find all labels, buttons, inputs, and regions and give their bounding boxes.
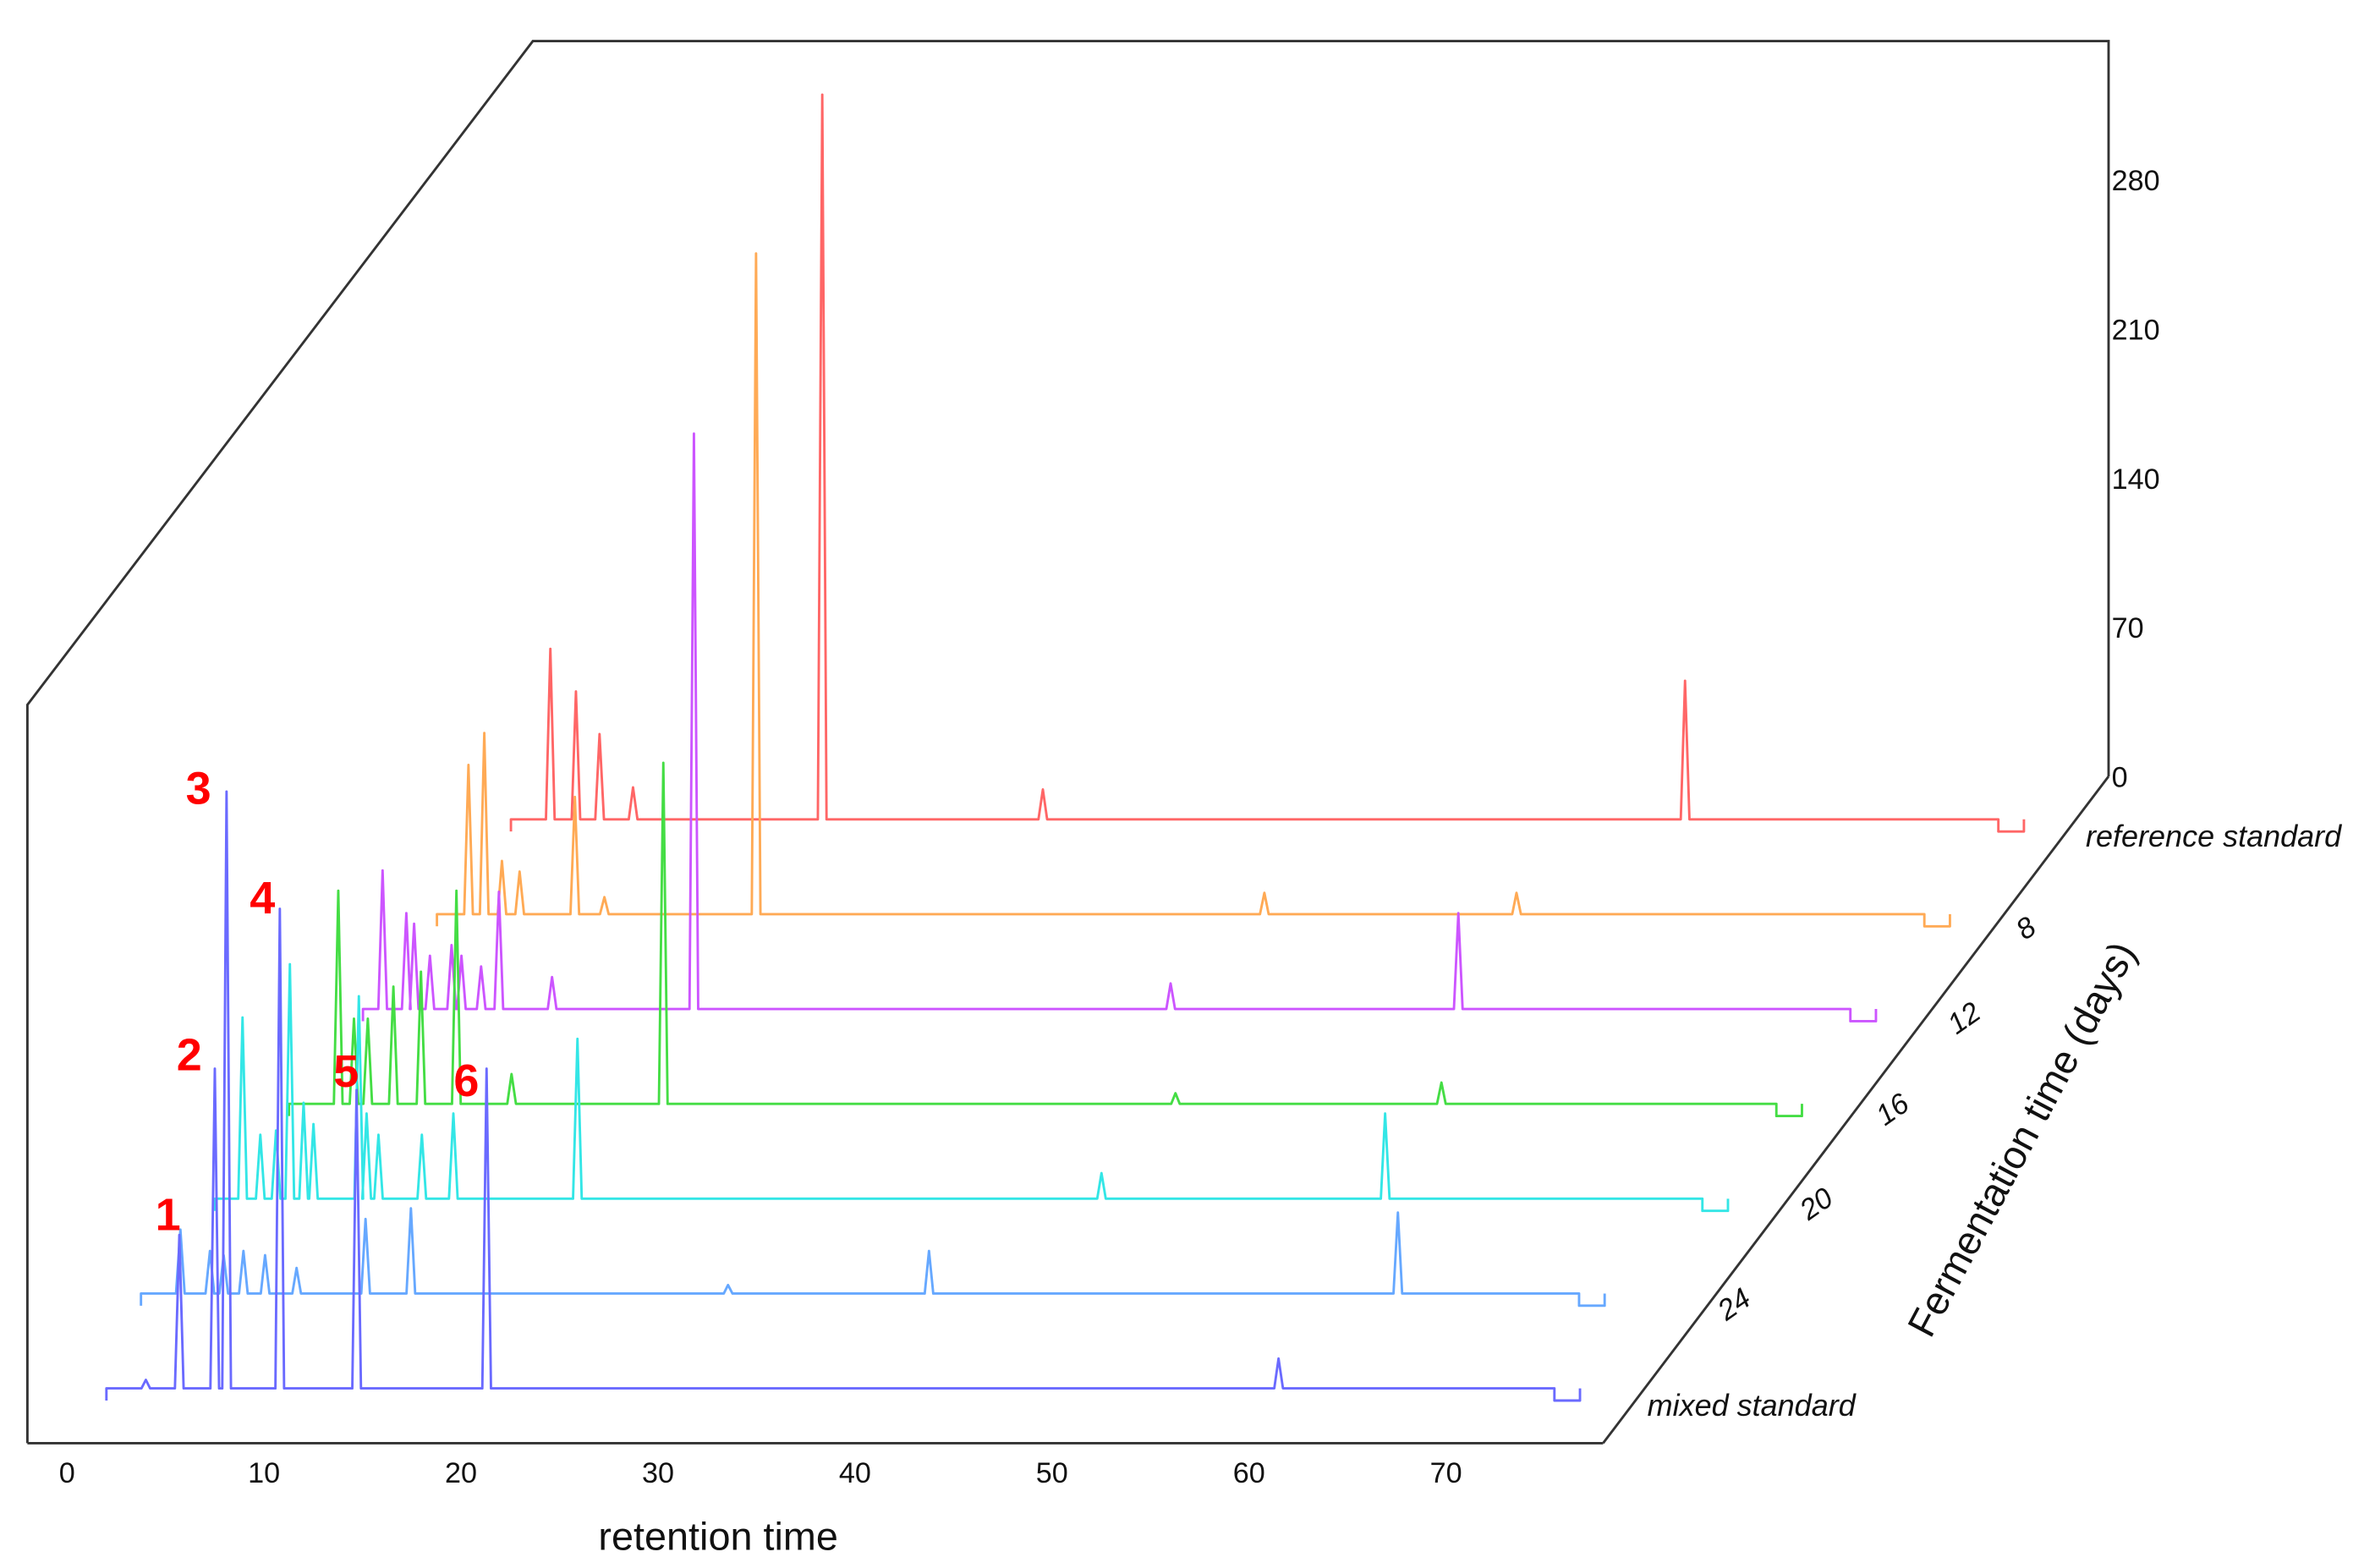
peak-label-4: 4	[250, 873, 275, 924]
y-tick-label: 70	[2112, 612, 2144, 644]
axis-frame	[25, 40, 2110, 1445]
x-tick-label: 20	[445, 1457, 477, 1489]
x-axis-title: retention time	[598, 1514, 838, 1558]
trace-reference-standard	[509, 93, 2026, 833]
depth-tick-label: 16	[1870, 1087, 1916, 1132]
trace-16	[288, 761, 1803, 1118]
y-tick-label: 140	[2112, 463, 2160, 496]
depth-tick-label: 20	[1793, 1181, 1839, 1227]
peak-labels: 1 2 3 4 5 6	[156, 763, 480, 1240]
x-tick-label: 60	[1233, 1457, 1265, 1489]
depth-tick-label: 8	[2010, 911, 2042, 946]
x-axis-ticks: 0 10 20 30 40 50 60 70	[59, 1457, 1462, 1489]
chromatogram-traces	[105, 93, 2026, 1402]
peak-label-5: 5	[333, 1046, 359, 1097]
peak-label-3: 3	[186, 763, 211, 814]
series-label-mixed: mixed standard	[1648, 1388, 1857, 1423]
y-tick-label: 0	[2112, 762, 2128, 794]
trace-12	[361, 432, 1878, 1022]
trace-8	[436, 252, 1951, 928]
peak-label-6: 6	[453, 1055, 479, 1106]
series-label-reference: reference standard	[2086, 819, 2342, 853]
x-tick-label: 0	[59, 1457, 75, 1489]
x-tick-label: 70	[1430, 1457, 1462, 1489]
depth-tick-label: 12	[1942, 996, 1987, 1041]
peak-label-1: 1	[156, 1189, 181, 1240]
trace-mixed-standard	[105, 790, 1582, 1402]
depth-axis-title: Fermentation time (days)	[1899, 935, 2144, 1344]
x-tick-label: 50	[1036, 1457, 1068, 1489]
y-tick-label: 280	[2112, 165, 2160, 197]
depth-axis-ticks: 8 12 16 20 24	[1711, 911, 2042, 1328]
x-tick-label: 30	[642, 1457, 674, 1489]
y-axis-ticks: 0 70 140 210 280	[2112, 165, 2160, 794]
depth-tick-label: 24	[1711, 1282, 1757, 1328]
x-tick-label: 10	[248, 1457, 280, 1489]
y-tick-label: 210	[2112, 314, 2160, 346]
trace-20	[213, 962, 1730, 1213]
peak-label-2: 2	[177, 1029, 202, 1080]
x-tick-label: 40	[839, 1457, 871, 1489]
